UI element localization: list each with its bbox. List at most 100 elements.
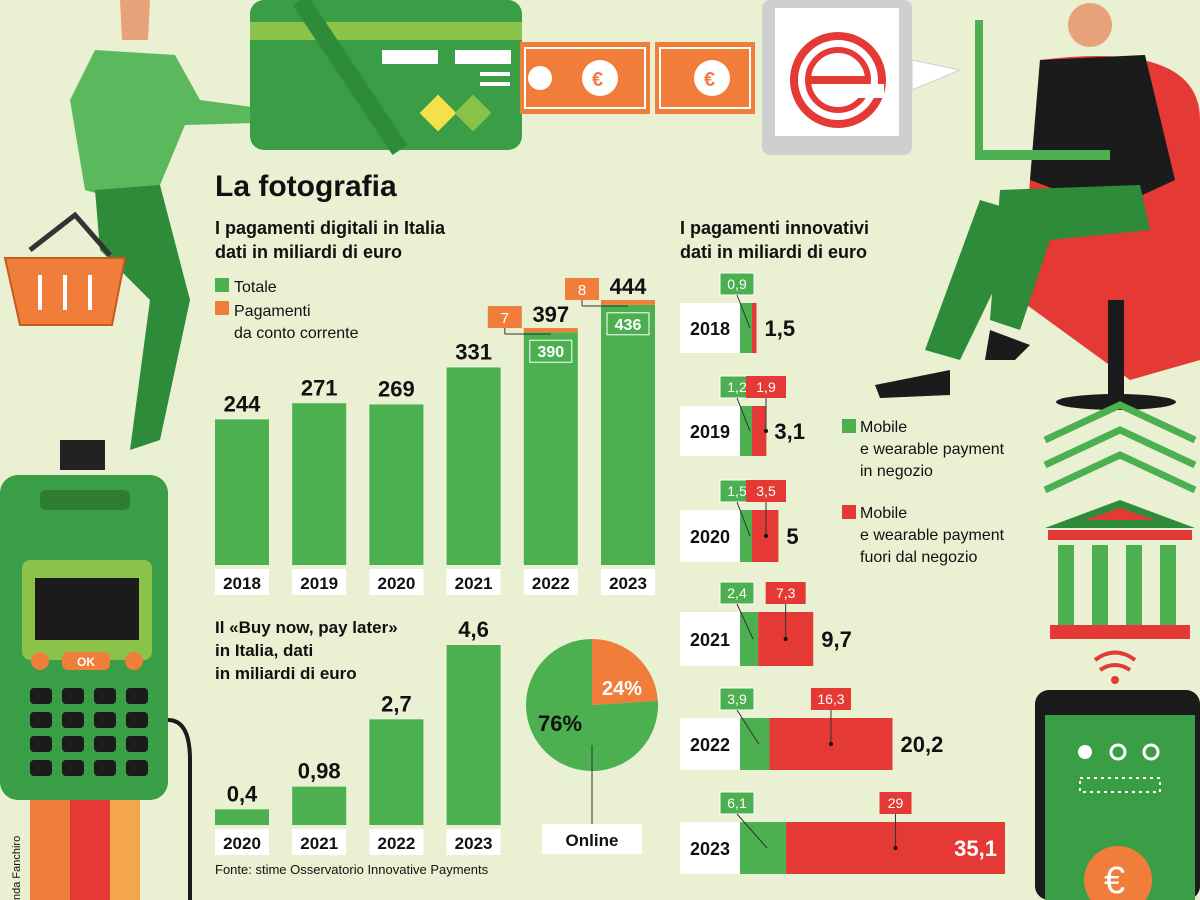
ecommerce-key-icon: [762, 0, 962, 155]
innov-total-2021: 9,7: [821, 627, 852, 652]
bnpl-bar-2023: [446, 645, 501, 825]
bnpl-title-2: in Italia, dati: [215, 641, 313, 660]
bnpl-title-3: in miliardi di euro: [215, 664, 357, 683]
digital-bar-totale-2019: [292, 403, 347, 565]
innov-callout-green-2020: 1,5: [727, 483, 747, 499]
innov-bar-negozio-2021: [740, 612, 759, 666]
bnpl-bar-2021: [292, 786, 347, 825]
banknotes-illustration: € €: [520, 42, 755, 114]
innov-year-2020: 2020: [690, 527, 730, 547]
innov-callout-green-2019: 1,2: [727, 379, 747, 395]
source-note: Fonte: stime Osservatorio Innovative Pay…: [215, 862, 489, 877]
legend-swatch-conto: [215, 301, 229, 315]
digital-year-bg-2021: [446, 569, 501, 595]
innov-leader-dot-2020: [764, 534, 768, 538]
innov-total-2022: 20,2: [901, 732, 944, 757]
innov-bar-negozio-2023: [740, 822, 787, 874]
digital-bar-totale-2018: [215, 419, 269, 565]
credit-text: nda Fanchiro: [11, 836, 23, 900]
innov-callout-green-2021: 2,4: [727, 585, 747, 601]
legend-fuori-negozio-1: Mobile: [860, 505, 907, 522]
innov-total-2018: 1,5: [765, 316, 796, 341]
innov-year-bg-2022: [680, 718, 740, 770]
innovative-legend: Mobile e wearable payment in negozio Mob…: [842, 419, 1005, 566]
innov-total-2020: 5: [786, 524, 798, 549]
pie-slice-24: [592, 639, 658, 705]
bnpl-value-2022: 2,7: [381, 691, 412, 716]
innov-leader-green-2023: [736, 813, 768, 849]
digital-year-bg-2019: [292, 569, 347, 595]
digital-bar-conto-2022: [523, 328, 578, 333]
legend-label-conto-2: da conto corrente: [234, 325, 359, 342]
bnpl-value-2021: 0,98: [298, 759, 341, 784]
digital-year-2020: 2020: [377, 574, 415, 593]
innov-leader-dot-2021: [783, 637, 788, 641]
digital-bar-totale-2023: [601, 304, 655, 565]
page-title: La fotografia: [215, 170, 397, 203]
digital-year-2021: 2021: [455, 574, 493, 593]
digital-inner-label-bg-2022: [529, 339, 573, 363]
digital-year-bg-2020: [369, 569, 424, 595]
innov-year-bg-2018: [680, 303, 740, 353]
bnpl-year-2022: 2022: [377, 834, 415, 853]
bnpl-year-2023: 2023: [455, 834, 493, 853]
svg-text:€: €: [704, 69, 715, 91]
digital-year-2018: 2018: [223, 574, 261, 593]
bnpl-bars: 0,4 2020 0,98 2021 2,7 2022 4,6 2023: [215, 617, 501, 855]
legend-fuori-negozio-2: e wearable payment: [860, 527, 1005, 544]
bnpl-year-bg-2022: [369, 829, 424, 855]
digital-bar-conto-2023: [601, 300, 655, 305]
digital-chart-subtitle: dati in miliardi di euro: [215, 242, 402, 262]
innov-leader-dot-2023: [893, 846, 898, 850]
bnpl-year-2020: 2020: [223, 834, 261, 853]
digital-inner-label-bg-2023: [606, 312, 650, 336]
innov-year-2019: 2019: [690, 422, 730, 442]
innov-callout-red-2022: 16,3: [817, 691, 844, 707]
innov-callout-green-2023: 6,1: [727, 795, 747, 811]
legend-swatch-totale: [215, 278, 229, 292]
digital-total-label-2022: 397: [532, 302, 569, 327]
innov-callout-red-2020: 3,5: [756, 483, 776, 499]
innov-year-2018: 2018: [690, 319, 730, 339]
innov-year-bg-2023: [680, 822, 740, 874]
innov-bar-fuori-2019: [752, 406, 767, 456]
bank-icon: [1043, 401, 1197, 639]
innov-leader-green-2019: [736, 397, 751, 432]
digital-year-bg-2018: [215, 569, 269, 595]
digital-conto-callout-bg-2022: [487, 306, 522, 329]
svg-text:OK: OK: [77, 655, 95, 669]
innov-callout-red-bg-2021: [765, 582, 806, 604]
innov-leader-green-2018: [736, 294, 751, 329]
digital-year-2023: 2023: [609, 574, 647, 593]
pie-caption-bg: [542, 824, 642, 854]
innovative-bars: 2018 0,9 1,5 2019 1,2 1,9 3,1 2020 1,5 3,5 5 2021 2,…: [680, 272, 1005, 874]
digital-total-label-2023: 444: [610, 274, 647, 299]
innov-bar-fuori-2018: [752, 303, 757, 353]
legend-in-negozio-3: in negozio: [860, 463, 933, 480]
bnpl-value-2023: 4,6: [458, 617, 489, 642]
digital-inner-label-2023: 436: [615, 317, 642, 334]
credit-card-illustration: [250, 0, 522, 155]
pie-caption: Online: [566, 831, 619, 850]
legend-label-conto-1: Pagamenti: [234, 303, 311, 320]
bnpl-bar-2022: [369, 719, 424, 825]
pie-label-24: 24%: [602, 678, 642, 700]
bnpl-year-bg-2021: [292, 829, 347, 855]
legend-swatch-in-negozio: [842, 419, 856, 433]
innov-leader-green-2020: [736, 501, 751, 537]
innov-year-bg-2019: [680, 406, 740, 456]
digital-total-label-2020: 269: [378, 376, 415, 401]
innov-year-bg-2021: [680, 612, 740, 666]
digital-conto-callout-2022: 7: [501, 310, 509, 327]
innov-leader-dot-2022: [828, 742, 833, 746]
legend-in-negozio-2: e wearable payment: [860, 441, 1005, 458]
digital-year-bg-2023: [601, 569, 655, 595]
innov-year-2021: 2021: [690, 630, 730, 650]
innov-year-bg-2020: [680, 510, 740, 562]
innov-callout-green-2018: 0,9: [727, 276, 747, 292]
digital-legend: Totale Pagamenti da conto corrente: [215, 278, 359, 342]
digital-year-bg-2022: [523, 569, 578, 595]
digital-conto-callout-bg-2023: [565, 278, 599, 300]
